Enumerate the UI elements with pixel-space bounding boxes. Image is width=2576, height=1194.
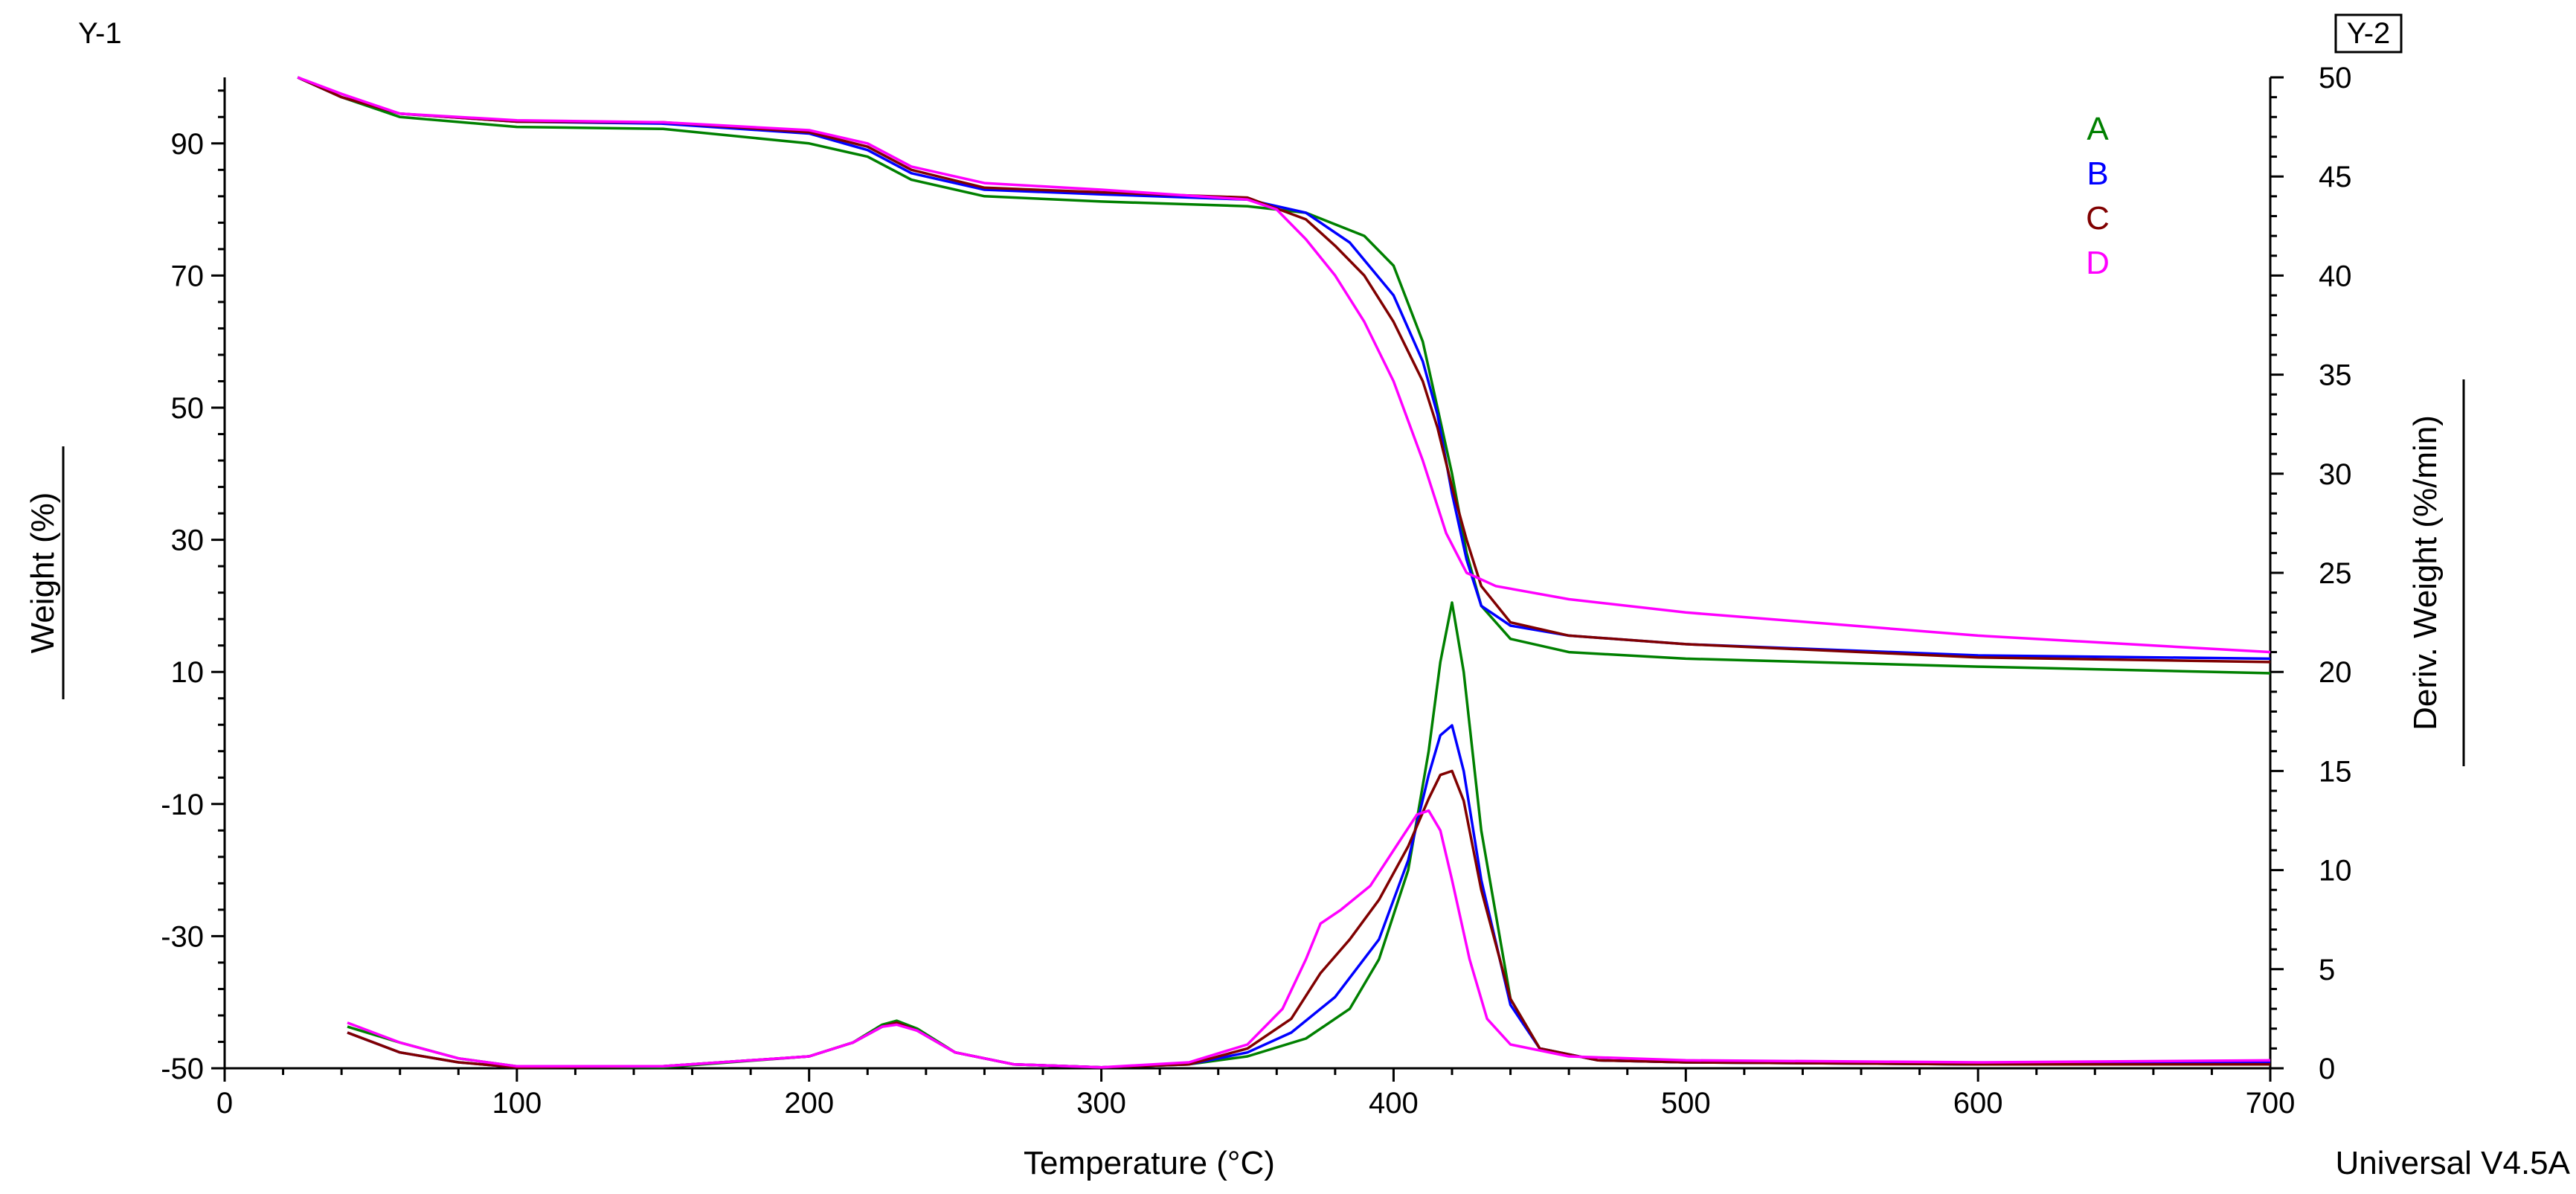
- y2-tick-label: 10: [2319, 855, 2352, 888]
- axes: 0 100 200 300 400 500 600 700-50-30-10103050709…: [161, 62, 2351, 1120]
- y2-tick-label: 50: [2319, 62, 2352, 94]
- y2-tick-label: 5: [2319, 954, 2335, 986]
- series-b-deriv-line: [347, 724, 2271, 1069]
- legend-entry-b: B: [2087, 155, 2108, 192]
- y1-tick-label: -30: [161, 920, 204, 953]
- text-layer: Y-1 Y-2 Temperature (°C) Universal V4.5A…: [25, 13, 2571, 1181]
- x-tick-label: 500: [1661, 1087, 1711, 1120]
- y2-tick-label: 45: [2319, 161, 2352, 193]
- series-d-weight-line: [297, 76, 2271, 654]
- x-tick-label: 100: [492, 1087, 542, 1120]
- y2-corner-label: Y-2: [2347, 17, 2391, 50]
- series-layer: [297, 76, 2271, 1069]
- y1-tick-label: 30: [171, 524, 205, 557]
- x-tick-label: 600: [1953, 1087, 2003, 1120]
- y2-tick-label: 15: [2319, 755, 2352, 788]
- y1-tick-label: 70: [171, 260, 205, 292]
- x-tick-label: 300: [1076, 1087, 1126, 1120]
- series-a-deriv-line: [347, 601, 2270, 1069]
- legend-entry-d: D: [2086, 245, 2110, 281]
- series-b-weight-line: [297, 76, 2271, 661]
- y2-tick-label: 25: [2319, 557, 2352, 590]
- x-tick-label: 200: [784, 1087, 834, 1120]
- y1-tick-label: -50: [161, 1053, 204, 1085]
- y2-tick-label: 0: [2319, 1053, 2335, 1085]
- footer-label: Universal V4.5A: [2336, 1145, 2571, 1181]
- series-a-weight-line: [297, 76, 2271, 675]
- y2-tick-label: 35: [2319, 359, 2352, 392]
- y2-axis-title: Deriv. Weight (%/min): [2407, 415, 2444, 731]
- y1-tick-label: 10: [171, 656, 205, 689]
- x-tick-label: 0: [216, 1087, 233, 1120]
- x-tick-label: 400: [1369, 1087, 1419, 1120]
- y2-tick-label: 30: [2319, 458, 2352, 491]
- y1-tick-label: 50: [171, 392, 205, 425]
- y1-corner-label: Y-1: [78, 17, 122, 50]
- series-c-weight-line: [297, 76, 2271, 664]
- series-d-deriv-line: [347, 809, 2271, 1069]
- y2-corner-box: [2334, 13, 2403, 54]
- y2-tick-label: 20: [2319, 656, 2352, 689]
- y1-tick-label: -10: [161, 789, 204, 821]
- y1-axis-title: Weight (%): [25, 492, 61, 654]
- legend-entry-a: A: [2087, 111, 2109, 147]
- y2-tick-label: 40: [2319, 260, 2352, 292]
- y1-tick-label: 90: [171, 128, 205, 161]
- x-axis-title: Temperature (°C): [1024, 1145, 1275, 1181]
- x-tick-label: 700: [2246, 1087, 2296, 1120]
- series-c-deriv-line: [347, 769, 2270, 1069]
- legend-entry-c: C: [2086, 200, 2110, 237]
